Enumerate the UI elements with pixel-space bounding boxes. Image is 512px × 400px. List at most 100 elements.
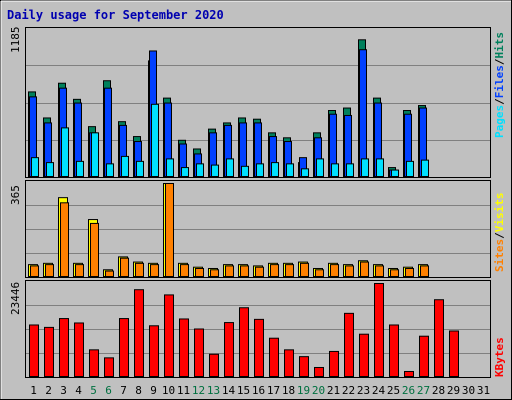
bar-pages	[211, 164, 219, 178]
bar-pages	[316, 158, 324, 178]
bar-pages	[91, 132, 99, 177]
legend-visits: Visits	[493, 193, 506, 233]
bar-pages	[301, 168, 309, 177]
bar-kbytes	[74, 322, 84, 377]
bar-pages	[106, 163, 114, 178]
bar-kbytes	[419, 335, 429, 377]
bar-pages	[121, 155, 129, 177]
bar-sites	[360, 261, 369, 277]
bar-pages	[196, 163, 204, 178]
bar-files	[359, 49, 367, 177]
x-tick-label: 24	[372, 384, 386, 397]
bar-pages	[181, 167, 189, 177]
bar-pages	[76, 160, 84, 177]
x-tick-label: 4	[75, 384, 82, 397]
bar-pages	[391, 169, 399, 177]
x-tick-label: 14	[222, 384, 236, 397]
bar-sites	[375, 265, 384, 277]
svg-text:Sites/Visits: Sites/Visits	[493, 193, 506, 273]
x-tick-label: 2	[45, 384, 52, 397]
y-max-label-sites: 365	[9, 185, 22, 205]
bar-pages	[31, 157, 39, 178]
bar-pages	[421, 159, 429, 177]
bar-sites	[210, 269, 219, 278]
bar-pages	[286, 163, 294, 178]
x-tick-label: 19	[297, 384, 310, 397]
bar-pages	[136, 160, 144, 177]
y-max-label-hits: 1185	[9, 27, 22, 54]
legend-hits: Hits	[493, 32, 506, 59]
x-tick-label: 31	[477, 384, 490, 397]
bar-pages	[46, 162, 54, 177]
bar-kbytes	[179, 318, 189, 377]
bar-kbytes	[209, 353, 219, 377]
bar-pages	[61, 127, 69, 177]
bar-pages	[361, 158, 369, 178]
x-axis-day-labels: 1 2 3 4 5 6 7 8 9 10 11 12 13 14 15 16 17 18 19 20 21 22 23 24 2…	[30, 384, 490, 397]
x-tick-label: 27	[417, 384, 430, 397]
x-tick-label: 25	[387, 384, 400, 397]
x-tick-label: 22	[342, 384, 355, 397]
x-tick-label: 17	[267, 384, 280, 397]
bar-kbytes	[434, 299, 444, 378]
bar-kbytes	[134, 289, 144, 377]
x-tick-label: 29	[447, 384, 460, 397]
x-tick-label: 11	[177, 384, 190, 397]
bar-sites	[90, 222, 99, 277]
x-tick-label: 5	[90, 384, 97, 397]
bar-kbytes	[44, 326, 54, 377]
bar-sites	[75, 264, 84, 278]
bar-kbytes	[329, 350, 339, 378]
x-tick-label: 13	[207, 384, 220, 397]
x-tick-label: 3	[60, 384, 67, 397]
bar-sites	[315, 269, 324, 278]
bar-pages	[376, 158, 384, 178]
bar-sites	[60, 202, 69, 277]
bar-kbytes	[344, 312, 354, 378]
bar-sites	[135, 262, 144, 277]
bar-pages	[166, 158, 174, 178]
bar-pages	[256, 163, 264, 178]
x-tick-label: 15	[237, 384, 250, 397]
bar-pages	[151, 103, 159, 177]
bar-pages	[331, 163, 339, 178]
bar-pages	[271, 162, 279, 177]
bar-sites	[255, 266, 264, 278]
bar-kbytes	[254, 318, 264, 378]
legend-pages: Pages	[493, 105, 506, 138]
bar-sites	[300, 262, 309, 277]
bar-kbytes	[194, 328, 204, 377]
x-tick-label: 26	[402, 384, 415, 397]
bar-sites	[45, 264, 54, 278]
bar-sites	[150, 264, 159, 278]
legend-sites: Sites	[493, 239, 506, 272]
bar-sites	[390, 269, 399, 278]
bar-sites	[105, 270, 114, 278]
bar-kbytes	[449, 330, 459, 377]
legend-kbytes: KBytes	[493, 337, 506, 377]
x-tick-label: 16	[252, 384, 265, 397]
bar-sites	[180, 264, 189, 278]
x-tick-label: 23	[357, 384, 370, 397]
bar-pages	[346, 163, 354, 178]
x-tick-label: 28	[432, 384, 445, 397]
bar-kbytes	[119, 318, 129, 377]
bar-kbytes	[224, 322, 234, 378]
legend-kbytes-label: KBytes	[493, 337, 506, 377]
bar-kbytes	[299, 356, 309, 378]
bar-kbytes	[239, 307, 249, 377]
bar-kbytes	[284, 349, 294, 377]
x-tick-label: 21	[327, 384, 340, 397]
y-max-label-kbytes: 23446	[9, 282, 22, 315]
bar-sites	[270, 264, 279, 278]
bar-pages	[406, 160, 414, 177]
chart-bars	[28, 39, 459, 378]
bar-sites	[30, 265, 39, 277]
bar-pages	[226, 158, 234, 178]
x-tick-label: 10	[162, 384, 175, 397]
x-tick-label: 8	[135, 384, 142, 397]
bar-kbytes	[374, 283, 384, 377]
bar-kbytes	[269, 337, 279, 377]
x-tick-label: 30	[462, 384, 475, 397]
x-tick-label: 1	[30, 384, 37, 397]
